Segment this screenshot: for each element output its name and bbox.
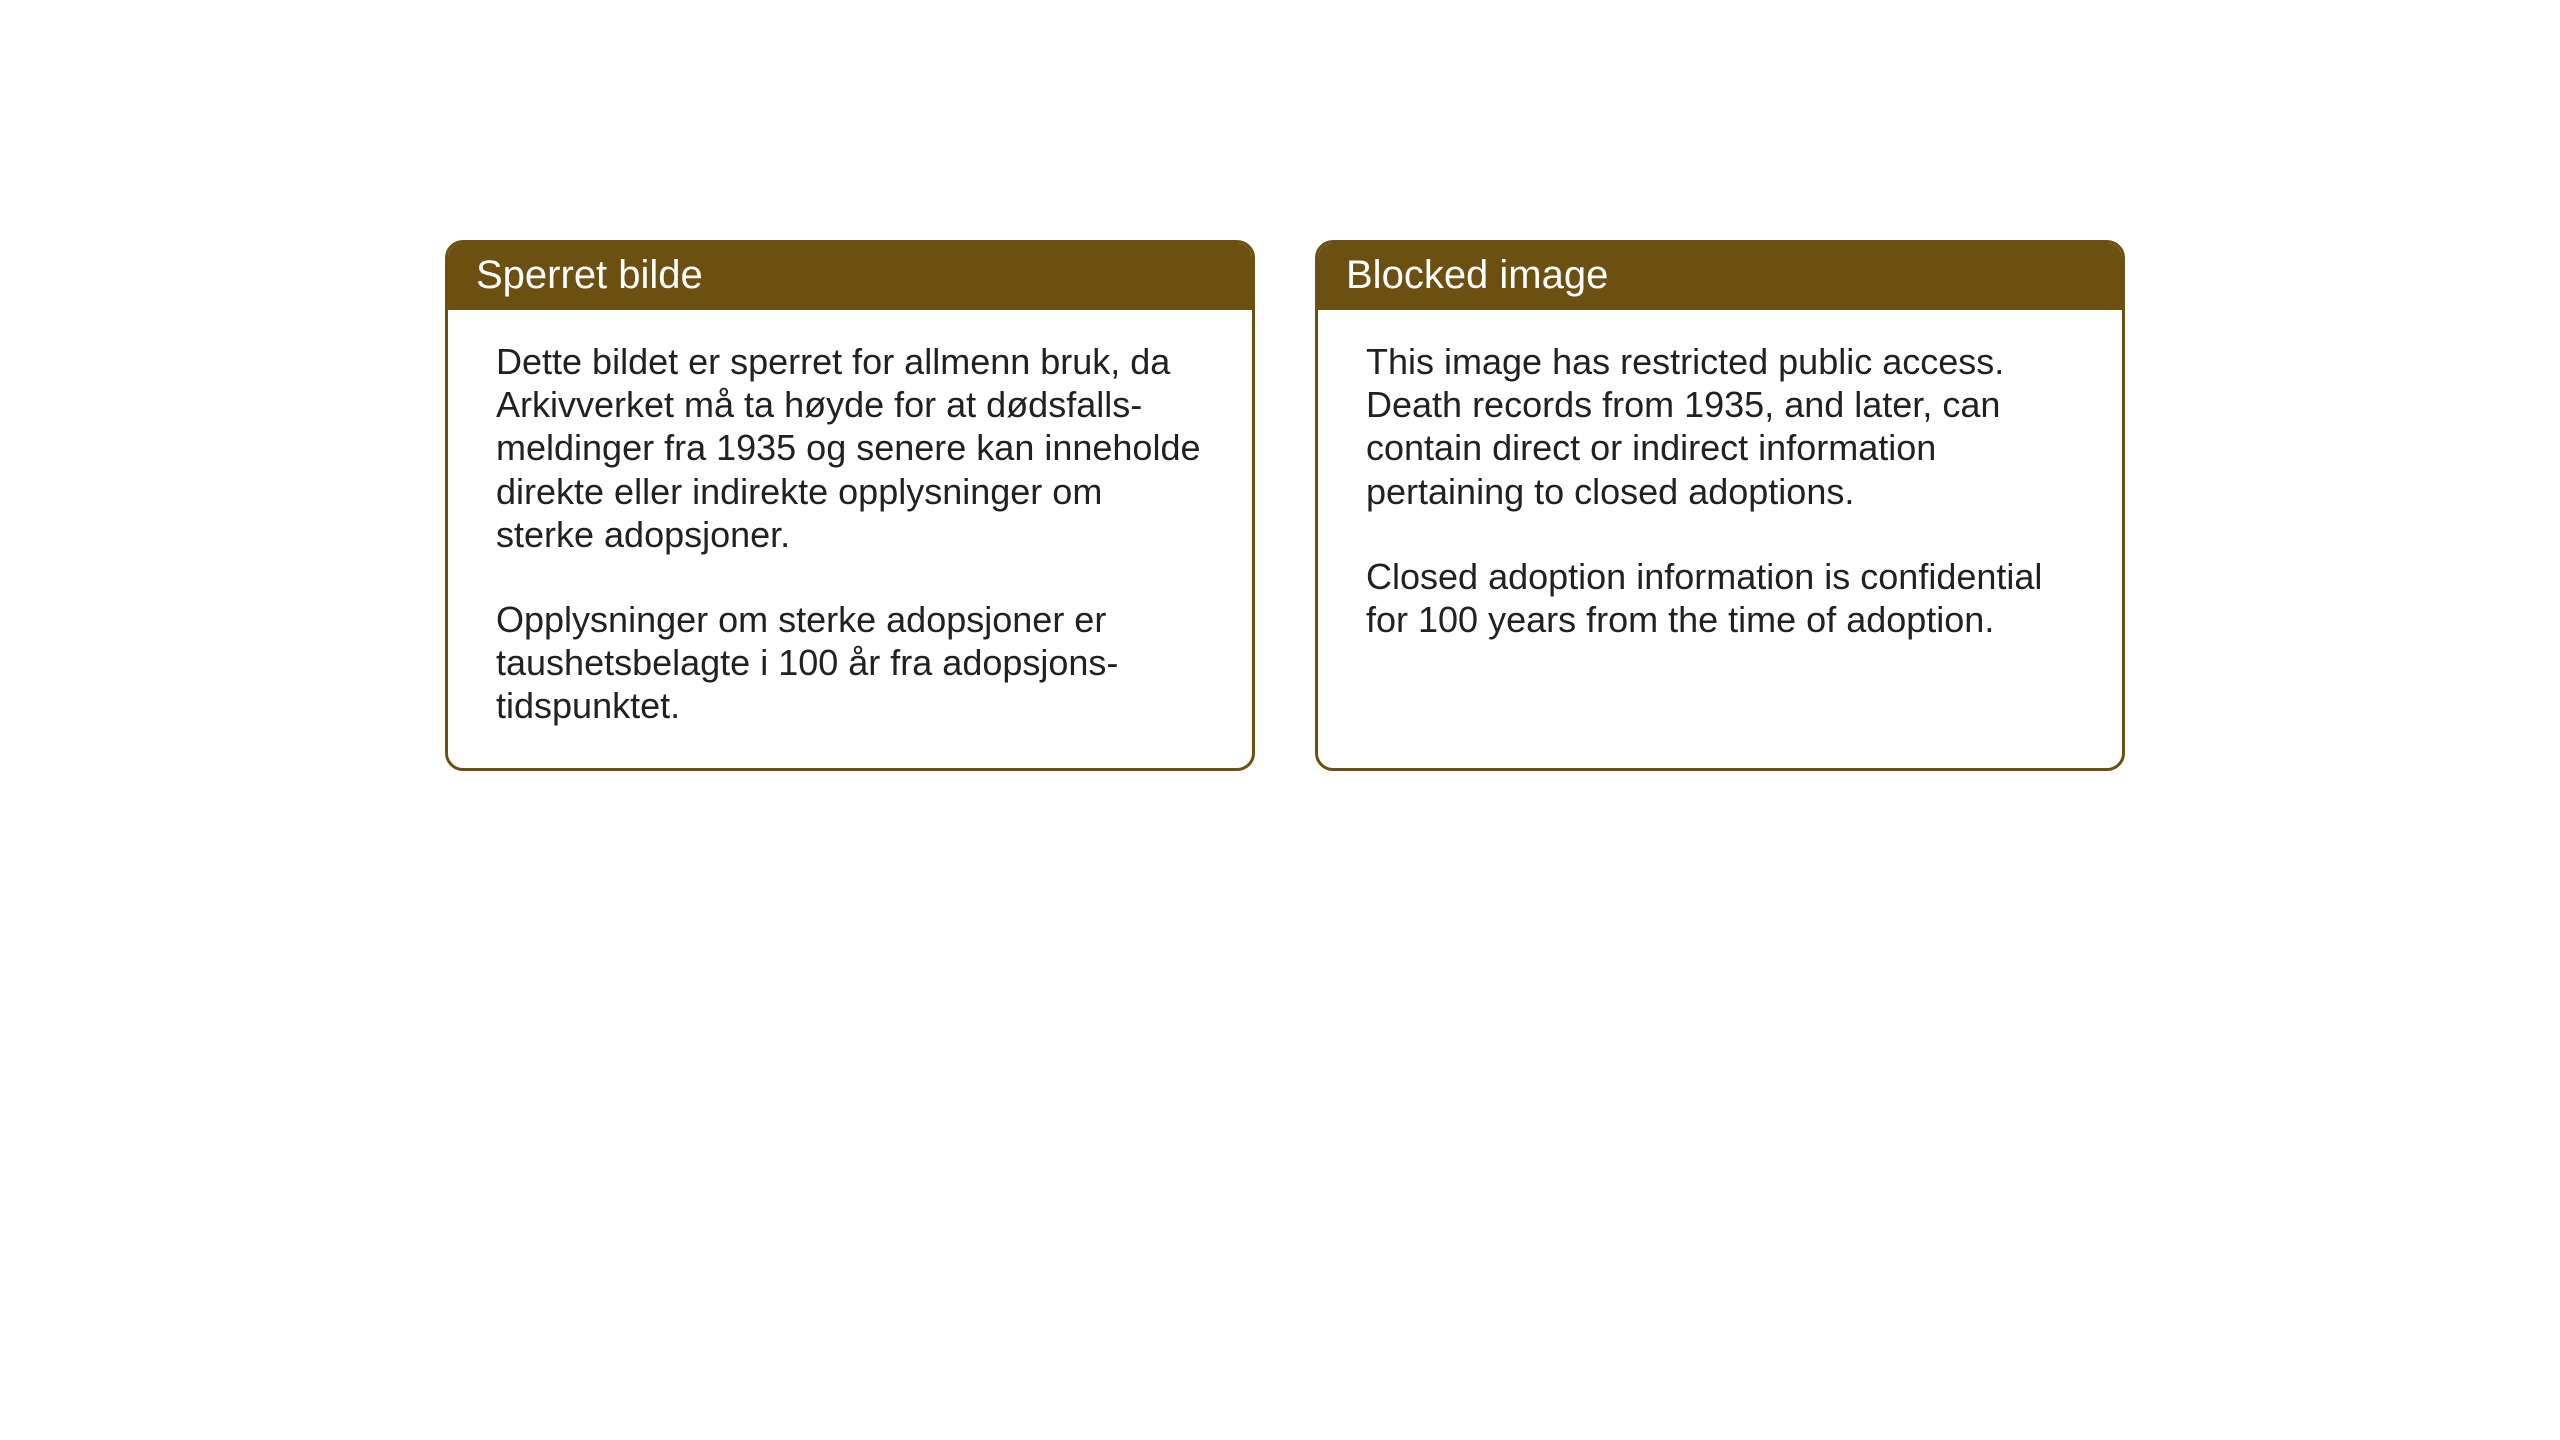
- notice-paragraph-1-norwegian: Dette bildet er sperret for allmenn bruk…: [496, 340, 1204, 556]
- notice-header-english: Blocked image: [1318, 243, 2122, 310]
- notice-header-norwegian: Sperret bilde: [448, 243, 1252, 310]
- notice-body-norwegian: Dette bildet er sperret for allmenn bruk…: [448, 310, 1252, 768]
- notice-card-norwegian: Sperret bilde Dette bildet er sperret fo…: [445, 240, 1255, 771]
- notice-body-english: This image has restricted public access.…: [1318, 310, 2122, 740]
- notice-paragraph-1-english: This image has restricted public access.…: [1366, 340, 2074, 513]
- notice-paragraph-2-norwegian: Opplysninger om sterke adopsjoner er tau…: [496, 598, 1204, 728]
- notice-paragraph-2-english: Closed adoption information is confident…: [1366, 555, 2074, 641]
- notice-card-english: Blocked image This image has restricted …: [1315, 240, 2125, 771]
- notice-container: Sperret bilde Dette bildet er sperret fo…: [445, 240, 2125, 771]
